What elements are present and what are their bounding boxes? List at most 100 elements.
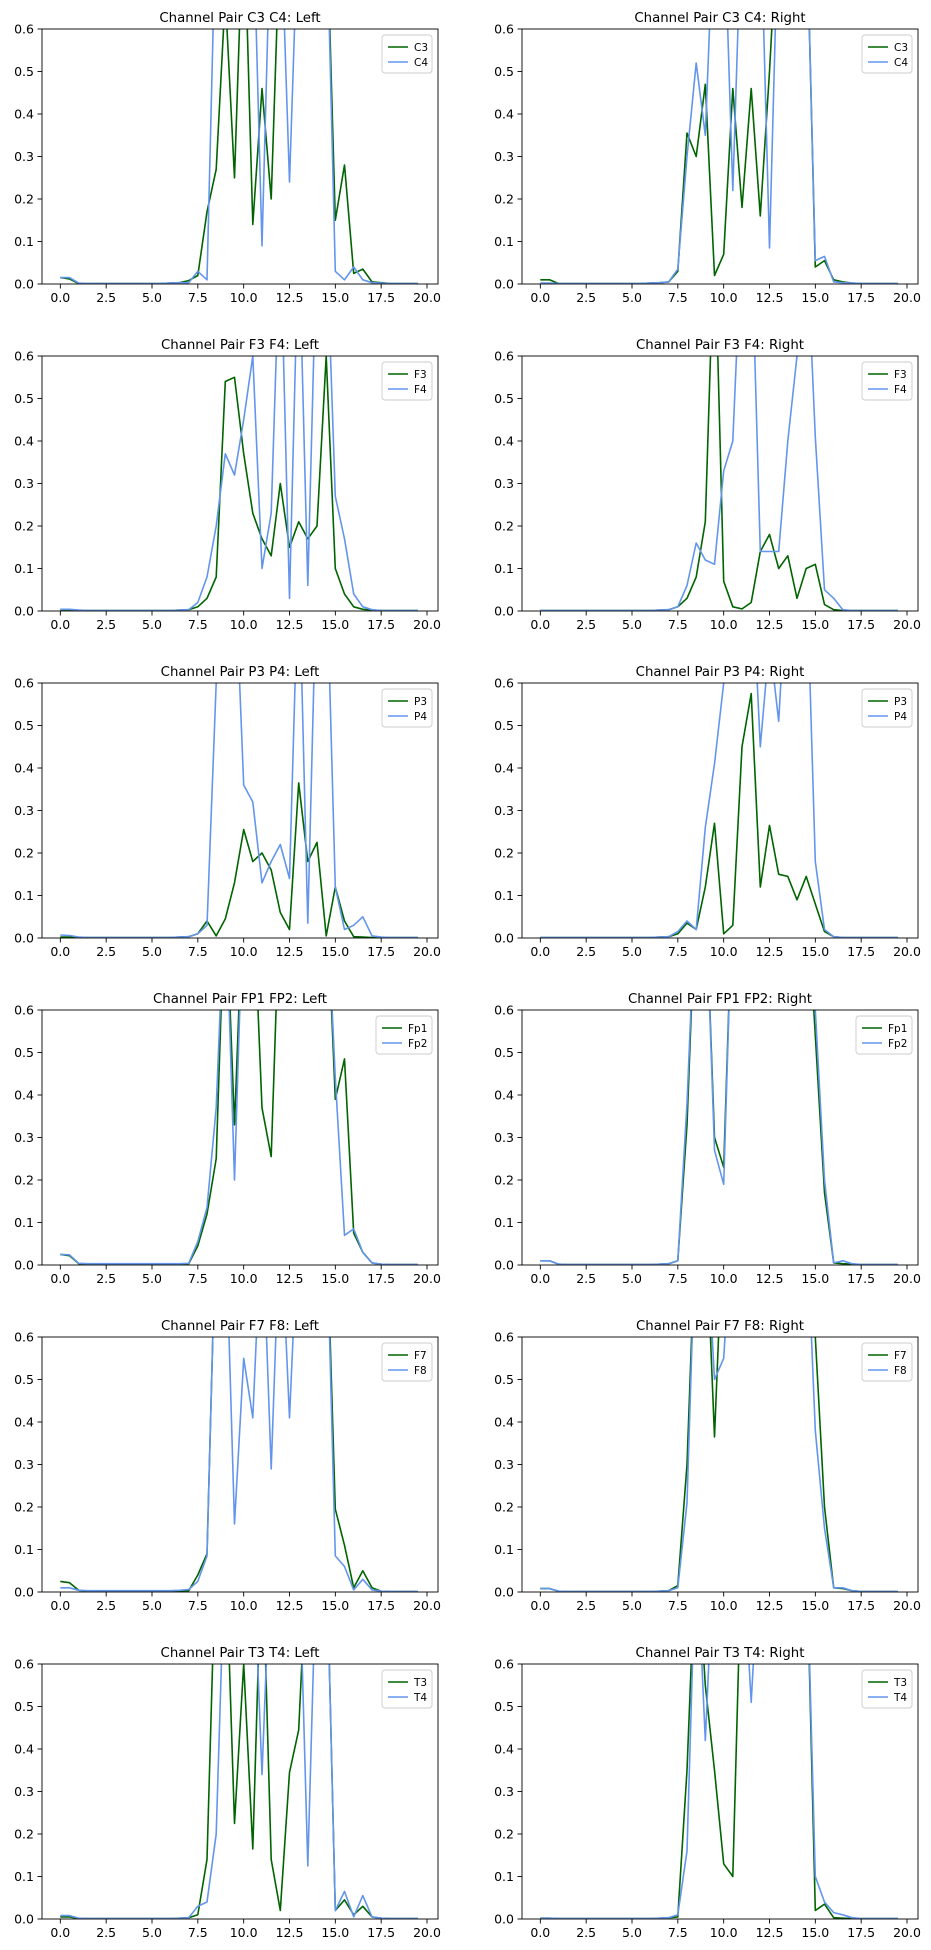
x-tick-label: 20.0 bbox=[893, 1271, 921, 1286]
y-tick-label: 0.0 bbox=[14, 1258, 34, 1273]
legend-box bbox=[381, 34, 433, 74]
y-tick-label: 0.3 bbox=[14, 149, 34, 164]
legend-box bbox=[381, 688, 433, 728]
x-tick-label: 5.0 bbox=[142, 944, 162, 959]
x-tick-label: 0.0 bbox=[530, 1598, 550, 1613]
y-tick-label: 0.4 bbox=[14, 1742, 34, 1757]
y-tick-label: 0.0 bbox=[494, 277, 514, 292]
x-tick-label: 12.5 bbox=[276, 1271, 304, 1286]
legend-label-f8: F8 bbox=[894, 1365, 907, 1377]
x-tick-label: 15.0 bbox=[801, 1271, 829, 1286]
y-tick-label: 0.1 bbox=[494, 1869, 514, 1884]
subplot-title: Channel Pair T3 T4: Left bbox=[161, 1646, 320, 1661]
y-tick-label: 0.4 bbox=[494, 107, 514, 122]
y-tick-label: 0.6 bbox=[494, 22, 514, 37]
series-line-t3 bbox=[540, 1664, 898, 1919]
x-tick-label: 5.0 bbox=[142, 1598, 162, 1613]
x-tick-label: 7.5 bbox=[188, 944, 208, 959]
y-tick-label: 0.6 bbox=[494, 1330, 514, 1345]
x-tick-label: 20.0 bbox=[413, 290, 441, 305]
subplot-11: Channel Pair T3 T4: Left 0.0 2.5 5.0 7.5 10.0… bbox=[14, 1646, 441, 1940]
x-tick-label: 12.5 bbox=[756, 944, 784, 959]
x-tick-label: 5.0 bbox=[622, 944, 642, 959]
legend-label-f8: F8 bbox=[414, 1365, 427, 1377]
y-tick-label: 0.4 bbox=[494, 1742, 514, 1757]
subplot-8: Channel Pair FP1 FP2: Right 0.0 2.5 5.0 7.5 1… bbox=[494, 992, 921, 1286]
x-tick-label: 20.0 bbox=[413, 944, 441, 959]
y-tick-label: 0.6 bbox=[14, 22, 34, 37]
series-line-c3 bbox=[540, 29, 898, 284]
subplot-title: Channel Pair T3 T4: Right bbox=[636, 1646, 805, 1661]
x-tick-label: 5.0 bbox=[622, 1271, 642, 1286]
subplot-2: Channel Pair C3 C4: Right 0.0 2.5 5.0 7.5 10.… bbox=[494, 11, 921, 305]
y-tick-label: 0.2 bbox=[14, 1500, 34, 1515]
subplot-title: Channel Pair C3 C4: Left bbox=[159, 11, 320, 26]
x-tick-label: 12.5 bbox=[756, 1598, 784, 1613]
y-tick-label: 0.4 bbox=[494, 434, 514, 449]
x-tick-label: 15.0 bbox=[801, 617, 829, 632]
legend-label-fp1: Fp1 bbox=[408, 1023, 427, 1035]
x-tick-label: 7.5 bbox=[188, 1925, 208, 1940]
axes-frame bbox=[41, 1663, 439, 1920]
series-line-t3 bbox=[60, 1664, 418, 1919]
y-tick-label: 0.6 bbox=[494, 676, 514, 691]
x-tick-label: 2.5 bbox=[576, 290, 596, 305]
x-tick-label: 17.5 bbox=[367, 944, 395, 959]
subplot-3: Channel Pair F3 F4: Left 0.0 2.5 5.0 7.5 10.0… bbox=[14, 338, 441, 632]
x-tick-label: 12.5 bbox=[276, 617, 304, 632]
x-tick-label: 15.0 bbox=[321, 290, 349, 305]
y-tick-label: 0.0 bbox=[494, 1912, 514, 1927]
y-tick-label: 0.3 bbox=[14, 1130, 34, 1145]
x-tick-label: 10.0 bbox=[710, 1925, 738, 1940]
y-tick-label: 0.2 bbox=[494, 846, 514, 861]
x-tick-label: 17.5 bbox=[367, 290, 395, 305]
x-tick-label: 17.5 bbox=[847, 290, 875, 305]
y-tick-label: 0.2 bbox=[494, 1173, 514, 1188]
x-tick-label: 5.0 bbox=[142, 1925, 162, 1940]
y-tick-label: 0.2 bbox=[14, 846, 34, 861]
x-tick-label: 7.5 bbox=[188, 617, 208, 632]
x-tick-label: 7.5 bbox=[188, 290, 208, 305]
legend-box bbox=[861, 688, 913, 728]
series-line-p3 bbox=[60, 782, 418, 938]
y-tick-label: 0.6 bbox=[14, 349, 34, 364]
y-tick-label: 0.0 bbox=[494, 1585, 514, 1600]
series-line-f8 bbox=[540, 1337, 898, 1592]
x-tick-label: 0.0 bbox=[50, 1925, 70, 1940]
x-tick-label: 17.5 bbox=[367, 1598, 395, 1613]
x-tick-label: 10.0 bbox=[710, 1271, 738, 1286]
axes-frame bbox=[41, 1336, 439, 1593]
y-tick-label: 0.6 bbox=[494, 1003, 514, 1018]
x-tick-label: 20.0 bbox=[893, 1598, 921, 1613]
subplot-6: Channel Pair P3 P4: Right 0.0 2.5 5.0 7.5 10.… bbox=[494, 665, 921, 959]
y-tick-label: 0.0 bbox=[14, 1585, 34, 1600]
x-tick-label: 15.0 bbox=[321, 1925, 349, 1940]
y-tick-label: 0.3 bbox=[14, 1457, 34, 1472]
x-tick-label: 0.0 bbox=[50, 1271, 70, 1286]
legend-label-p4: P4 bbox=[894, 711, 907, 723]
series-line-f3 bbox=[60, 356, 418, 611]
x-tick-label: 2.5 bbox=[96, 944, 116, 959]
legend-box bbox=[381, 361, 433, 401]
legend-box bbox=[861, 361, 913, 401]
x-tick-label: 17.5 bbox=[847, 1925, 875, 1940]
x-tick-label: 20.0 bbox=[893, 1925, 921, 1940]
x-tick-label: 5.0 bbox=[142, 290, 162, 305]
y-tick-label: 0.5 bbox=[14, 1372, 34, 1387]
x-tick-label: 7.5 bbox=[668, 1271, 688, 1286]
x-tick-label: 20.0 bbox=[413, 1598, 441, 1613]
subplot-5: Channel Pair P3 P4: Left 0.0 2.5 5.0 7.5 10.0… bbox=[14, 665, 441, 959]
y-tick-label: 0.5 bbox=[494, 1045, 514, 1060]
axes-frame bbox=[521, 1663, 919, 1920]
x-tick-label: 10.0 bbox=[710, 617, 738, 632]
x-tick-label: 15.0 bbox=[321, 617, 349, 632]
x-tick-label: 20.0 bbox=[893, 290, 921, 305]
x-tick-label: 5.0 bbox=[622, 617, 642, 632]
y-tick-label: 0.1 bbox=[14, 1215, 34, 1230]
y-tick-label: 0.0 bbox=[14, 931, 34, 946]
subplot-12: Channel Pair T3 T4: Right 0.0 2.5 5.0 7.5 10.… bbox=[494, 1646, 921, 1940]
x-tick-label: 12.5 bbox=[276, 1925, 304, 1940]
y-tick-label: 0.2 bbox=[14, 519, 34, 534]
